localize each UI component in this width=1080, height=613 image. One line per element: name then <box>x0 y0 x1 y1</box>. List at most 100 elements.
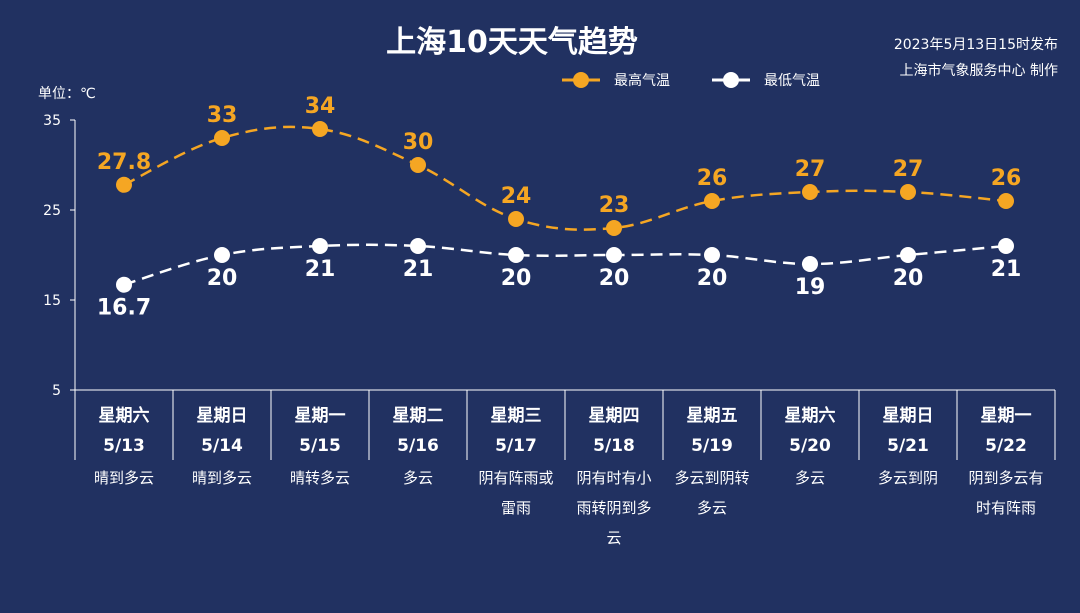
weather-description: 晴转多云 <box>290 469 350 487</box>
high-temp-point[interactable] <box>508 211 524 227</box>
low-temp-label: 20 <box>207 266 238 291</box>
date-label: 5/13 <box>103 436 145 456</box>
weather-description: 晴到多云 <box>94 469 154 487</box>
weather-description: 晴到多云 <box>192 469 252 487</box>
high-temp-point[interactable] <box>704 193 720 209</box>
date-label: 5/18 <box>593 436 635 456</box>
high-temp-label: 26 <box>697 166 728 191</box>
weather-description: 云 <box>606 529 621 547</box>
date-label: 5/16 <box>397 436 439 456</box>
low-temp-label: 21 <box>305 257 336 282</box>
high-temp-point[interactable] <box>116 176 132 193</box>
low-temp-point[interactable] <box>116 276 132 293</box>
weekday-label: 星期日 <box>197 406 248 426</box>
low-temp-point[interactable] <box>214 247 230 263</box>
weather-description: 阴有阵雨或 <box>478 469 553 487</box>
high-temp-label: 23 <box>599 193 630 218</box>
y-tick-label: 5 <box>52 383 61 399</box>
legend-item-low[interactable]: 最低气温 <box>712 72 820 89</box>
low-temp-label: 19 <box>795 275 826 300</box>
date-label: 5/20 <box>789 436 831 456</box>
high-temp-point[interactable] <box>998 193 1014 209</box>
low-temp-label: 20 <box>893 266 924 291</box>
high-temp-label: 33 <box>207 103 238 128</box>
low-temp-point[interactable] <box>410 238 426 254</box>
y-ticks: 5 15 25 35 <box>43 113 75 399</box>
low-temp-point[interactable] <box>998 238 1014 254</box>
series-group: 27.8 33 34 30 24 23 26 27 27 26 16.7 20 21 21 20 20 20 19… <box>97 94 1021 321</box>
weather-description: 阴到多云有 <box>968 469 1043 487</box>
date-label: 5/15 <box>299 436 341 456</box>
low-temp-label: 20 <box>697 266 728 291</box>
date-label: 5/17 <box>495 436 537 456</box>
high-temp-point[interactable] <box>606 220 622 236</box>
weather-description: 多云 <box>795 469 825 487</box>
weather-description: 阴有时有小 <box>576 469 651 487</box>
high-temp-label: 27 <box>795 157 826 182</box>
day-table: 星期六 5/13 晴到多云 星期日 5/14 晴到多云 星期一 5/15 晴转多云 星期二 5/16… <box>74 390 1056 547</box>
weekday-label: 星期六 <box>785 405 836 426</box>
legend-item-high[interactable]: 最高气温 <box>562 72 670 89</box>
day-column: 星期一 5/15 晴转多云 <box>290 406 350 487</box>
weekday-label: 星期日 <box>883 406 934 426</box>
weekday-label: 星期二 <box>393 406 444 426</box>
low-temp-label: 20 <box>599 266 630 291</box>
low-temp-label: 21 <box>403 257 434 282</box>
weather-description: 多云 <box>697 499 727 517</box>
date-label: 5/22 <box>985 436 1027 456</box>
low-temp-point[interactable] <box>508 247 524 263</box>
low-temp-label: 20 <box>501 266 532 291</box>
high-temp-line <box>123 125 1007 231</box>
low-temp-label: 21 <box>991 257 1022 282</box>
low-temp-point[interactable] <box>704 247 720 263</box>
weekday-label: 星期六 <box>99 405 150 426</box>
day-column: 星期六 5/13 晴到多云 <box>94 405 154 487</box>
weekday-label: 星期三 <box>491 406 542 426</box>
high-temp-label: 34 <box>305 94 336 119</box>
high-temp-label: 27.8 <box>97 150 151 175</box>
weekday-label: 星期四 <box>589 406 640 426</box>
low-temp-point[interactable] <box>802 256 818 272</box>
day-column: 星期六 5/20 多云 <box>785 405 836 487</box>
publisher: 上海市气象服务中心 制作 <box>900 62 1058 79</box>
high-temp-point[interactable] <box>312 121 328 137</box>
y-tick-label: 35 <box>43 113 61 129</box>
low-temp-point[interactable] <box>312 238 328 254</box>
date-label: 5/21 <box>887 436 929 456</box>
publish-time: 2023年5月13日15时发布 <box>894 37 1058 53</box>
high-temp-label: 30 <box>403 130 434 155</box>
low-temp-point[interactable] <box>606 247 622 263</box>
date-label: 5/14 <box>201 436 243 456</box>
high-temp-label: 27 <box>893 157 924 182</box>
low-temp-line <box>123 243 1007 286</box>
legend-high-marker <box>573 72 589 88</box>
high-temp-label: 26 <box>991 166 1022 191</box>
weather-description: 雷雨 <box>501 499 531 517</box>
legend-low-marker <box>723 72 739 88</box>
legend-high-label: 最高气温 <box>614 72 670 89</box>
weather-description: 多云到阴 <box>878 469 938 487</box>
high-temp-point[interactable] <box>214 130 230 146</box>
weather-description: 时有阵雨 <box>976 499 1036 517</box>
weather-description: 雨转阴到多 <box>576 499 651 517</box>
date-label: 5/19 <box>691 436 733 456</box>
high-temp-point[interactable] <box>900 184 916 200</box>
weekday-label: 星期五 <box>687 406 738 426</box>
low-temp-point[interactable] <box>900 247 916 263</box>
weekday-label: 星期一 <box>295 406 346 426</box>
y-tick-label: 25 <box>43 203 61 219</box>
weather-description: 多云 <box>403 469 433 487</box>
chart-title: 上海10天天气趋势 <box>386 25 638 60</box>
high-temp-point[interactable] <box>802 184 818 200</box>
low-temp-label: 16.7 <box>97 296 151 321</box>
high-temp-point[interactable] <box>410 157 426 173</box>
weather-description: 多云到阴转 <box>674 469 749 487</box>
legend: 最高气温 最低气温 <box>562 72 820 89</box>
day-column: 星期日 5/14 晴到多云 <box>192 406 252 487</box>
day-column: 星期日 5/21 多云到阴 <box>878 406 938 487</box>
